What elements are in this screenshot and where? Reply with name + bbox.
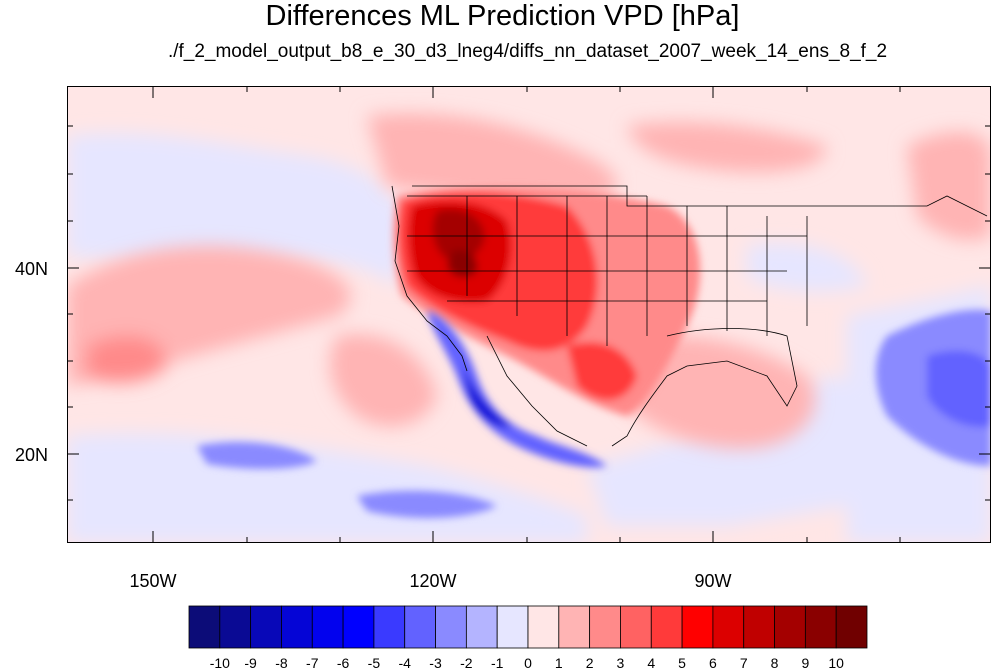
colorbar-swatch [342,605,375,649]
colorbar-tick-label: -5 [367,655,381,671]
negative-light-areas [67,133,991,543]
colorbar-tick-label: 5 [678,655,686,671]
colorbar [188,605,868,649]
colorbar-tick-label: 8 [770,655,779,671]
colorbar-swatch [435,605,467,649]
colorbar-swatch [496,605,529,649]
colorbar-tick-label: 4 [647,655,656,671]
colorbar-swatch [373,605,406,649]
colorbar-swatch [620,605,652,649]
colorbar-tick-label: 6 [709,655,717,671]
colorbar-tick-label: 10 [828,655,844,671]
colorbar-swatch [281,605,313,649]
lat-label-20n: 20N [14,445,48,465]
colorbar-swatch [712,605,745,649]
colorbar-swatch [650,605,683,649]
lat-label-40n: 40N [14,259,48,279]
colorbar-tick-label: 1 [554,655,563,671]
negative-strong-areas [197,309,991,518]
colorbar-swatch [681,605,714,649]
colorbar-tick-label: 2 [585,655,594,671]
colorbar-swatch [219,605,252,649]
colorbar-swatch [250,605,282,649]
colorbar-tick-label: 3 [616,655,625,671]
map-title: Differences ML Prediction VPD [hPa] [265,0,740,32]
colorbar-swatch [558,605,591,649]
vpd-difference-map [67,86,991,543]
colorbar-tick-label: -8 [275,655,288,671]
colorbar-swatch [589,605,621,649]
colorbar-tick-label: -10 [209,655,230,671]
colorbar-swatch [465,605,498,649]
lon-label-120w: 120W [409,571,457,591]
colorbar-swatch [774,605,806,649]
colorbar-tick-label: -1 [490,655,504,671]
colorbar-swatch [835,605,868,649]
frame-ticks [67,86,991,543]
colorbar-swatch [188,605,221,649]
colorbar-swatch [743,605,775,649]
lon-label-90w: 90W [694,571,732,591]
colorbar-tick-label: -9 [244,655,257,671]
colorbar-tick-label: -7 [306,655,319,671]
colorbar-tick-label: 0 [524,655,532,671]
colorbar-tick-label: 7 [739,655,748,671]
map-field [67,86,991,543]
coastlines [391,185,988,447]
lon-label-150w: 150W [129,571,177,591]
colorbar-swatch [804,605,837,649]
colorbar-tick-label: -6 [336,655,350,671]
colorbar-swatch [527,605,560,649]
map-subtitle: ./f_2_model_output_b8_e_30_d3_lneg4/diff… [167,41,888,62]
positive-light-areas [67,113,991,449]
colorbar-tick-label: -4 [398,655,411,671]
map-border [67,86,991,543]
colorbar-tick-label: 9 [801,655,810,671]
colorbar-swatch [404,605,436,649]
colorbar-tick-label: -3 [429,655,442,671]
colorbar-swatch [311,605,344,649]
colorbar-tick-label: -2 [460,655,473,671]
